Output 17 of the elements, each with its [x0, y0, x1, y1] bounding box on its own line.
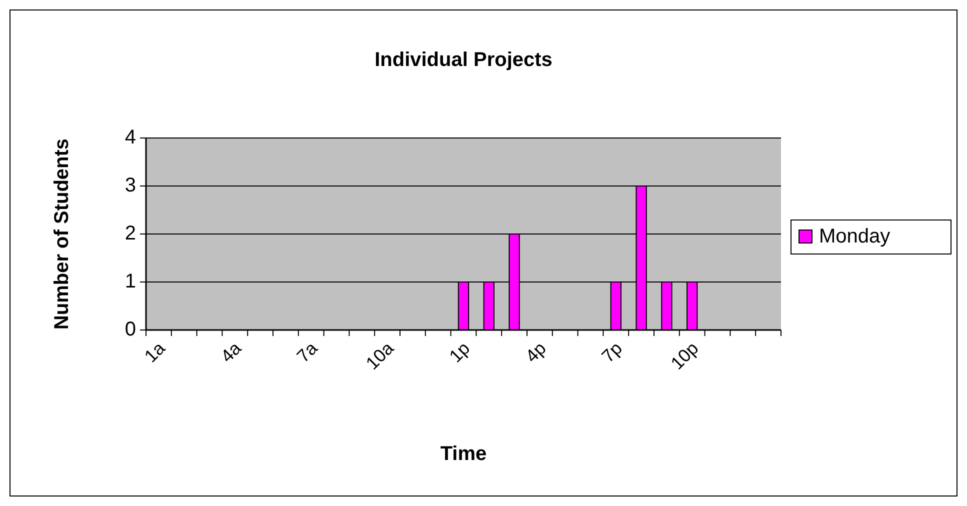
chart-title: Individual Projects [374, 49, 552, 71]
x-tick-label: 10a [362, 337, 398, 374]
y-axis-title: Number of Students [51, 138, 73, 330]
y-tick-label: 1 [124, 270, 136, 292]
x-tick-label: 7p [598, 338, 626, 366]
x-tick-label: 1p [445, 338, 474, 366]
y-tick-label: 2 [124, 222, 136, 244]
y-tick-label: 4 [124, 126, 136, 148]
x-tick-label: 10p [666, 338, 702, 374]
x-tick-label: 4p [522, 338, 550, 366]
y-tick-label: 3 [124, 174, 136, 196]
legend-label: Monday [819, 225, 890, 248]
x-axis-title: Time [440, 443, 487, 465]
x-tick-label: 4a [216, 337, 246, 366]
y-tick-label: 0 [124, 318, 136, 340]
x-tick-label: 7a [292, 337, 322, 366]
x-tick-label: 1a [140, 337, 170, 366]
